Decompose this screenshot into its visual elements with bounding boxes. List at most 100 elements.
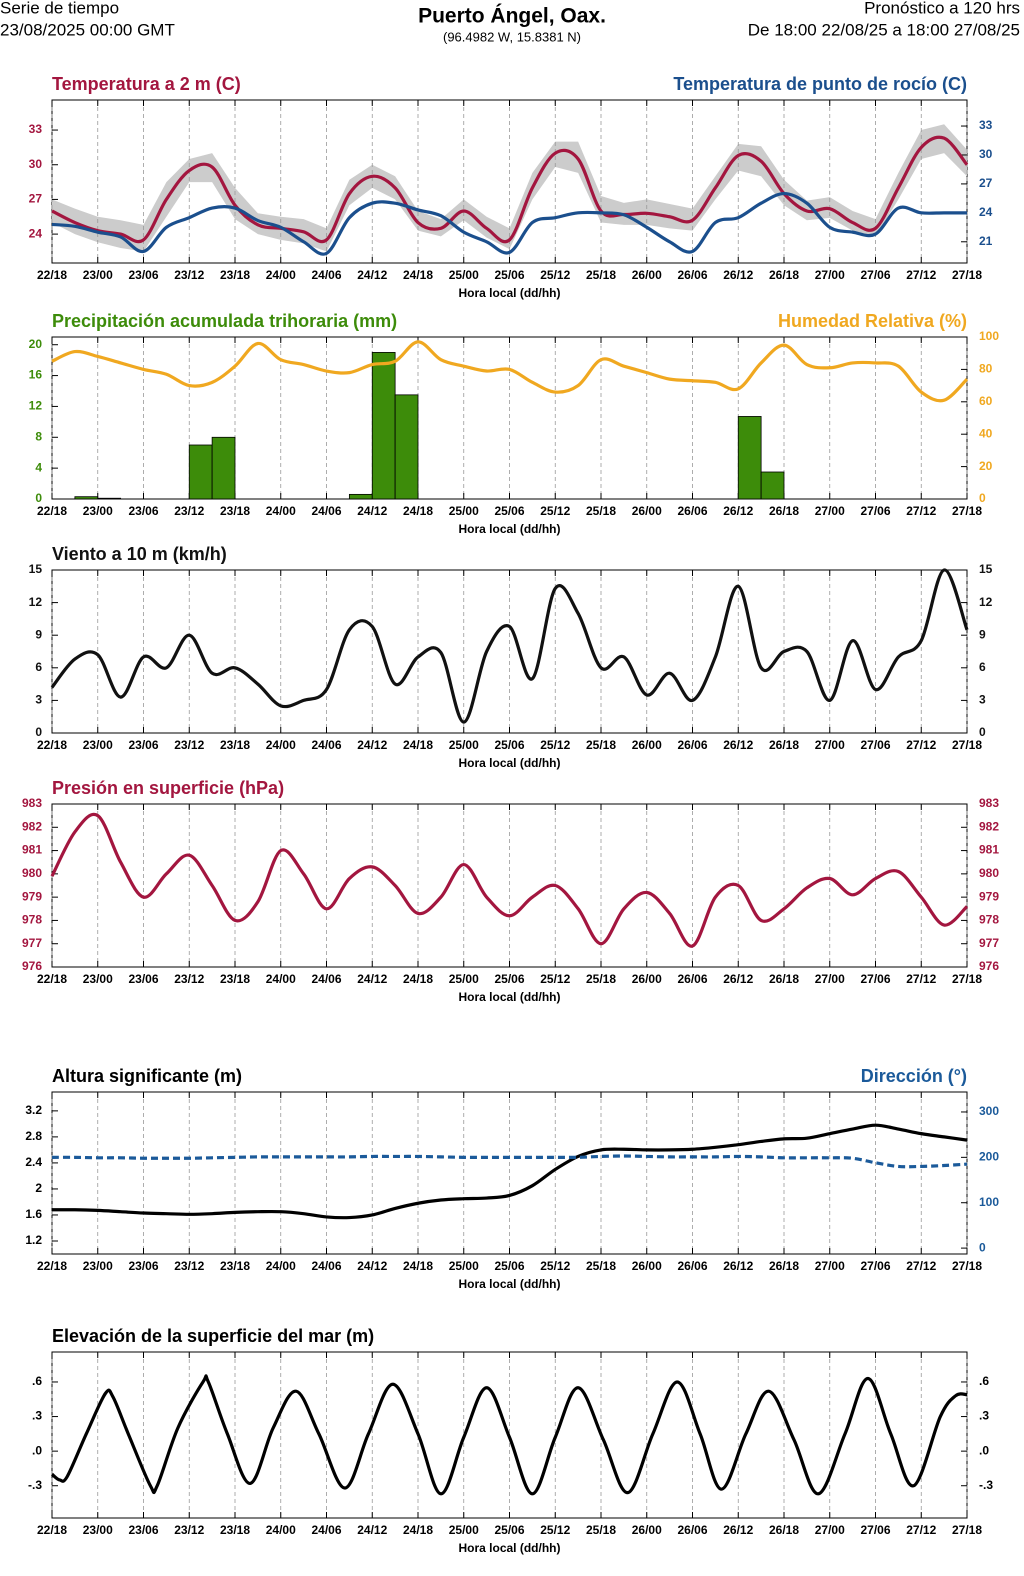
y-tick-label: 3 — [35, 693, 42, 707]
x-tick-label: 25/18 — [586, 972, 616, 986]
bar — [737, 416, 762, 500]
x-tick-label: 26/06 — [677, 738, 707, 752]
x-tick-label: 24/18 — [403, 738, 433, 752]
x-tick-label: 23/00 — [83, 268, 113, 282]
y-tick-label: 977 — [22, 936, 42, 950]
x-tick-label: 27/12 — [906, 268, 936, 282]
x-tick-label: 23/18 — [220, 1523, 250, 1537]
x-tick-label: 23/12 — [174, 1259, 204, 1273]
x-tick-label: 27/18 — [952, 1259, 982, 1273]
x-tick-label: 27/18 — [952, 504, 982, 518]
x-tick-label: 22/18 — [37, 504, 67, 518]
series-line — [50, 568, 969, 724]
y-tick-label: 9 — [35, 627, 42, 641]
x-tick-label: 26/18 — [769, 972, 799, 986]
x-tick-label: 22/18 — [37, 972, 67, 986]
x-tick-label: 24/06 — [311, 972, 341, 986]
x-tick-label: 25/18 — [586, 738, 616, 752]
bar — [394, 394, 419, 500]
x-tick-label: 26/18 — [769, 738, 799, 752]
x-tick-label: 23/06 — [128, 738, 158, 752]
x-tick-label: 23/06 — [128, 504, 158, 518]
y-tick-label: 979 — [22, 889, 42, 903]
x-tick-label: 23/00 — [83, 1259, 113, 1273]
series-line — [50, 1374, 968, 1496]
y-tick-label: 12 — [29, 399, 43, 413]
series-title: Presión en superficie (hPa) — [52, 778, 284, 798]
x-tick-label: 23/12 — [174, 504, 204, 518]
y-tick-label: 980 — [22, 866, 42, 880]
y-tick-label: 976 — [22, 959, 42, 973]
x-tick-label: 22/18 — [37, 268, 67, 282]
x-tick-label: 27/12 — [906, 504, 936, 518]
x-tick-label: 24/18 — [403, 268, 433, 282]
y-tick-label: 15 — [29, 562, 43, 576]
x-tick-label: 26/00 — [632, 972, 662, 986]
bar — [74, 496, 99, 500]
x-tick-label: 23/18 — [220, 1259, 250, 1273]
x-tick-label: 26/00 — [632, 1259, 662, 1273]
x-tick-label: 24/00 — [266, 1259, 296, 1273]
y-tick-label-right: 15 — [979, 562, 993, 576]
x-tick-label: 25/06 — [494, 268, 524, 282]
series-title: Viento a 10 m (km/h) — [52, 544, 227, 564]
x-tick-label: 26/12 — [723, 1523, 753, 1537]
y-tick-label-right: .0 — [979, 1443, 989, 1457]
y-tick-label-right: 977 — [979, 936, 999, 950]
y-tick-label: 982 — [22, 819, 42, 833]
x-tick-label: 23/00 — [83, 1523, 113, 1537]
x-tick-label: 26/12 — [723, 268, 753, 282]
x-tick-label: 27/06 — [860, 738, 890, 752]
series-line — [51, 1123, 968, 1220]
x-tick-label: 24/00 — [266, 1523, 296, 1537]
x-axis-label: Hora local (dd/hh) — [459, 990, 561, 1004]
x-tick-label: 25/00 — [449, 268, 479, 282]
x-tick-label: 24/18 — [403, 504, 433, 518]
x-tick-label: 24/00 — [266, 504, 296, 518]
series-title: Temperatura de punto de rocío (C) — [673, 74, 967, 94]
x-tick-label: 26/06 — [677, 972, 707, 986]
y-tick-label-right: 9 — [979, 627, 986, 641]
x-tick-label: 23/00 — [83, 738, 113, 752]
x-tick-label: 26/18 — [769, 1523, 799, 1537]
page-title: Puerto Ángel, Oax. — [418, 5, 606, 28]
x-tick-label: 23/18 — [220, 972, 250, 986]
x-tick-label: 23/18 — [220, 504, 250, 518]
y-tick-label-right: 979 — [979, 889, 999, 903]
y-tick-label: 3.2 — [25, 1103, 42, 1117]
x-tick-label: 25/18 — [586, 1523, 616, 1537]
x-tick-label: 27/00 — [815, 972, 845, 986]
y-tick-label: 27 — [29, 192, 43, 206]
y-tick-label: 12 — [29, 595, 43, 609]
y-tick-label: 2 — [35, 1181, 42, 1195]
x-tick-label: 22/18 — [37, 738, 67, 752]
x-tick-label: 25/12 — [540, 1259, 570, 1273]
series-line — [50, 812, 969, 948]
x-tick-label: 27/12 — [906, 738, 936, 752]
x-tick-label: 26/00 — [632, 504, 662, 518]
x-tick-label: 24/18 — [403, 1523, 433, 1537]
x-tick-label: 26/18 — [769, 268, 799, 282]
x-tick-label: 23/18 — [220, 268, 250, 282]
x-tick-label: 23/12 — [174, 268, 204, 282]
y-tick-label-right: 978 — [979, 913, 999, 927]
x-tick-label: 26/12 — [723, 504, 753, 518]
y-tick-label: 0 — [35, 491, 42, 505]
x-tick-label: 24/12 — [357, 972, 387, 986]
series-title: Humedad Relativa (%) — [778, 311, 967, 331]
y-tick-label: 978 — [22, 913, 42, 927]
x-tick-label: 24/06 — [311, 504, 341, 518]
y-tick-label: .3 — [32, 1409, 42, 1423]
y2-tick-label: 40 — [979, 426, 993, 440]
x-tick-label: 25/12 — [540, 738, 570, 752]
header-left: Serie de tiempo — [0, 0, 119, 17]
y2-tick-label: 300 — [979, 1104, 999, 1118]
x-tick-label: 23/18 — [220, 738, 250, 752]
y-tick-label-right: 12 — [979, 595, 993, 609]
series-title: Precipitación acumulada trihoraria (mm) — [52, 311, 397, 331]
y2-tick-label: 0 — [979, 491, 986, 505]
x-tick-label: 24/12 — [357, 268, 387, 282]
x-tick-label: 24/12 — [357, 504, 387, 518]
x-axis-label: Hora local (dd/hh) — [459, 1541, 561, 1555]
x-tick-label: 26/06 — [677, 268, 707, 282]
